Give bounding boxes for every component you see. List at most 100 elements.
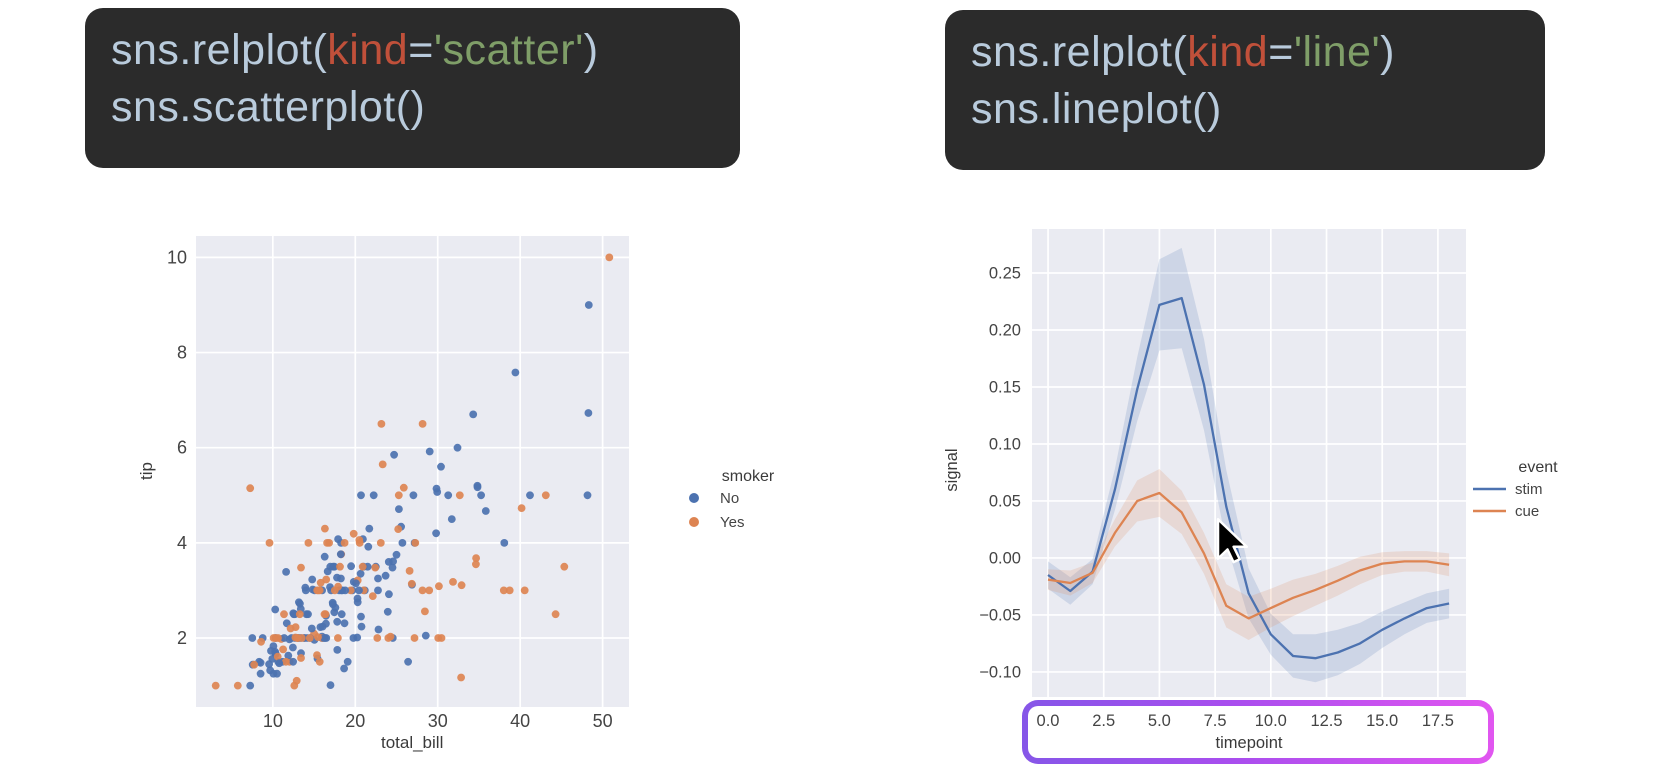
scatter-point	[343, 657, 352, 666]
scatter-point	[293, 634, 302, 642]
ytick-label: 6	[177, 438, 187, 458]
ytick-label: 0.15	[989, 378, 1021, 396]
scatter-point	[314, 586, 323, 595]
line-stim	[1047, 296, 1450, 660]
scatter-point	[394, 525, 403, 533]
scatter-point	[394, 491, 403, 500]
scatter-point	[355, 586, 363, 595]
confidence-band-stim	[1048, 247, 1450, 683]
scatter-point	[374, 586, 382, 595]
scatter-point	[340, 539, 349, 547]
scatter-point	[323, 567, 332, 576]
scatter-point	[330, 586, 339, 595]
scatter-point	[421, 607, 429, 616]
code-line: sns.relplot(kind='scatter')	[111, 26, 599, 74]
scatter-point	[384, 634, 393, 642]
xtick-label: 12.5	[1310, 712, 1343, 730]
scatter-point	[384, 558, 393, 566]
scatter-point	[477, 491, 485, 500]
scatter-point	[352, 579, 360, 588]
yaxis-label: tip	[137, 462, 156, 480]
scatter-point	[605, 253, 614, 262]
scatter-point	[520, 586, 529, 595]
scatter-point	[322, 575, 331, 584]
scatter-point	[357, 622, 366, 631]
scatter-point	[280, 634, 289, 642]
scatter-point	[330, 562, 339, 571]
xtick-label: 2.5	[1092, 712, 1116, 730]
scatter-point	[320, 552, 329, 561]
legend-entry-label: stim	[1515, 481, 1543, 498]
xtick-label: 0.0	[1036, 712, 1060, 730]
scatter-point	[472, 560, 480, 569]
scatter-point	[349, 634, 358, 642]
xaxis-label-timepoint: timepoint	[1215, 734, 1283, 752]
scatter-point	[425, 447, 434, 456]
scatter-point	[257, 637, 265, 646]
scatter-point	[296, 599, 304, 608]
scatter-point	[383, 607, 392, 616]
scatter-point	[457, 673, 465, 682]
scatter-point	[369, 491, 378, 500]
scatter-point	[381, 571, 390, 580]
scatter-point	[321, 524, 329, 533]
scatter-point	[374, 574, 382, 583]
xtick-label: 7.5	[1203, 712, 1227, 730]
ytick-label: 0.00	[989, 549, 1021, 567]
xaxis-label: total_bill	[381, 733, 443, 752]
scatter-point	[314, 633, 322, 641]
yaxis-label: signal	[943, 448, 961, 491]
scatter-point	[265, 539, 274, 547]
scatter-point	[320, 610, 329, 619]
scatter-point	[290, 681, 299, 690]
scatter-point	[584, 409, 593, 417]
scatter-point	[340, 664, 348, 673]
scatter-point	[505, 586, 514, 595]
scatter-point	[275, 659, 284, 668]
scatter-point	[305, 634, 314, 642]
scatter-point	[269, 634, 278, 642]
code-line: sns.relplot(kind='line')	[971, 28, 1395, 76]
ytick-label: 10	[167, 247, 187, 267]
xtick-label: 20	[345, 711, 365, 731]
scatter-point	[364, 542, 373, 551]
scatter-point	[526, 491, 534, 500]
scatter-point	[447, 515, 456, 523]
scatter-point	[374, 625, 383, 634]
scatter-point	[333, 646, 342, 654]
scatter-point	[297, 563, 305, 572]
scatter-point	[409, 491, 418, 500]
ytick-label: 0.20	[989, 321, 1021, 339]
scatter-plot-area	[196, 236, 629, 707]
scatter-point	[365, 524, 374, 533]
scatter-point	[371, 563, 380, 572]
scatter-point	[334, 634, 342, 642]
xtick-label: 10	[263, 711, 283, 731]
scatter-point	[410, 634, 419, 642]
scatter-point	[353, 594, 362, 603]
scatter-point	[349, 529, 358, 538]
xtick-label: 15.0	[1366, 712, 1399, 730]
confidence-band-cue	[1048, 469, 1450, 640]
scatter-point	[472, 554, 480, 562]
scatter-point	[355, 539, 364, 547]
xaxis-highlight-box: 0.0 2.5 5.0 7.5 10.0 12.5 15.0 17.5 timepoint	[1022, 700, 1494, 764]
scatter-point	[473, 483, 482, 492]
scatter-point	[368, 592, 377, 600]
scatter-point	[289, 657, 297, 666]
scatter-point	[307, 624, 316, 633]
scatter-point	[435, 582, 443, 591]
scatter-point	[256, 669, 265, 678]
line-plot: −0.10 −0.05 0.00 0.05 0.10 0.15 0.20 0.25 signal…	[943, 229, 1558, 697]
scatter-point	[444, 491, 453, 500]
scatter-point	[392, 550, 401, 559]
scatter-point	[297, 654, 305, 662]
scatter-point	[308, 575, 317, 584]
scatter-point	[432, 529, 440, 538]
xtick-label: 17.5	[1421, 712, 1454, 730]
scatter-point	[418, 420, 427, 428]
legend-entry-label: No	[720, 490, 739, 507]
scatter-point	[399, 483, 408, 492]
code-snippet-scatter: sns.relplot(kind='scatter') sns.scatterpl…	[85, 8, 740, 168]
scatter-point	[267, 647, 275, 655]
